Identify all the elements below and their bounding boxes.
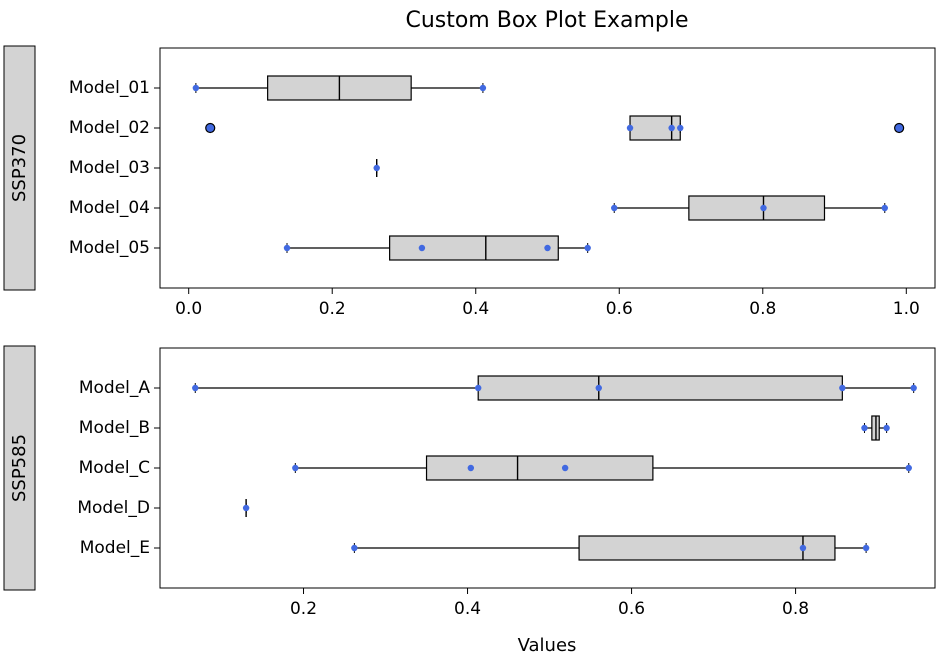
panel-ssp370: SSP370 0.0 0.2 0.4 0.6 0.8 1.0 Model_01 Model_0…: [3, 45, 936, 319]
x-axis-label: Values: [518, 635, 577, 656]
data-point: [626, 124, 634, 132]
panel-label: SSP370: [9, 134, 30, 202]
data-point: [910, 384, 917, 392]
data-point: [584, 244, 591, 252]
box-model-01: [192, 75, 487, 101]
data-point: [418, 244, 426, 252]
data-point: [861, 424, 868, 432]
x-tick-label: 0.6: [618, 599, 645, 619]
y-tick-label: Model_A: [79, 378, 151, 398]
x-tick-label: 0.2: [319, 299, 346, 319]
panel-label: SSP585: [9, 434, 30, 502]
y-tick-label: Model_E: [80, 538, 150, 558]
box-model-02: [205, 115, 905, 141]
x-tick-label: 0.6: [606, 299, 633, 319]
chart-title: Custom Box Plot Example: [405, 8, 688, 33]
data-point: [351, 544, 358, 552]
data-point: [839, 384, 846, 392]
data-point: [292, 464, 299, 472]
panel-label-box: [3, 345, 36, 591]
x-tick-label: 0.4: [462, 299, 489, 319]
data-point: [479, 84, 487, 92]
x-tick-label: 0.8: [749, 299, 776, 319]
box-model-e: [351, 535, 870, 561]
box-iqr: [578, 535, 836, 561]
data-point: [799, 544, 807, 552]
outlier-point: [894, 122, 905, 134]
data-point: [544, 244, 551, 252]
data-point: [883, 424, 890, 432]
x-tick-label: 1.0: [893, 299, 920, 319]
box-iqr: [425, 455, 654, 481]
box-iqr: [477, 375, 843, 401]
data-point: [467, 464, 475, 472]
panel-label-box: [3, 45, 36, 291]
plot-content: 0.2 0.4 0.6 0.8 Model_A Model_B Model_C Model_D…: [77, 375, 917, 619]
data-point: [611, 204, 618, 212]
data-point: [595, 384, 602, 392]
x-tick-label: 0.2: [290, 599, 317, 619]
outlier-point: [205, 122, 216, 134]
box-model-03: [373, 159, 380, 177]
data-point: [561, 464, 569, 472]
data-point: [475, 384, 482, 392]
y-tick-label: Model_05: [69, 238, 150, 258]
panel-ssp585: SSP585 0.2 0.4 0.6 0.8 Model_A Model_B Model_C…: [3, 345, 936, 619]
data-point: [668, 124, 675, 132]
box-model-b: [861, 415, 890, 441]
data-point: [677, 124, 684, 132]
x-tick-label: 0.0: [175, 299, 202, 319]
box-model-d: [242, 499, 250, 517]
data-point: [881, 204, 888, 212]
box-model-a: [192, 375, 917, 401]
box-model-04: [611, 195, 888, 221]
y-tick-label: Model_02: [69, 118, 150, 138]
y-tick-label: Model_C: [79, 458, 150, 478]
data-point: [760, 204, 767, 212]
plot-content: 0.0 0.2 0.4 0.6 0.8 1.0 Model_01 Model_02 Model_…: [69, 75, 920, 319]
y-tick-label: Model_04: [69, 198, 150, 218]
y-tick-label: Model_B: [79, 418, 150, 438]
box-model-c: [292, 455, 912, 481]
x-tick-label: 0.4: [454, 599, 481, 619]
data-point: [905, 464, 912, 472]
data-point: [862, 544, 870, 552]
data-point: [192, 384, 199, 392]
y-tick-label: Model_01: [69, 78, 150, 98]
box-iqr: [688, 195, 826, 221]
box-iqr: [389, 235, 559, 261]
data-point: [283, 244, 291, 252]
data-point: [242, 504, 250, 512]
data-point: [192, 84, 200, 92]
y-tick-label: Model_03: [69, 158, 150, 178]
y-tick-label: Model_D: [77, 498, 150, 518]
data-point: [373, 164, 380, 172]
x-tick-label: 0.8: [782, 599, 809, 619]
box-model-05: [283, 235, 591, 261]
